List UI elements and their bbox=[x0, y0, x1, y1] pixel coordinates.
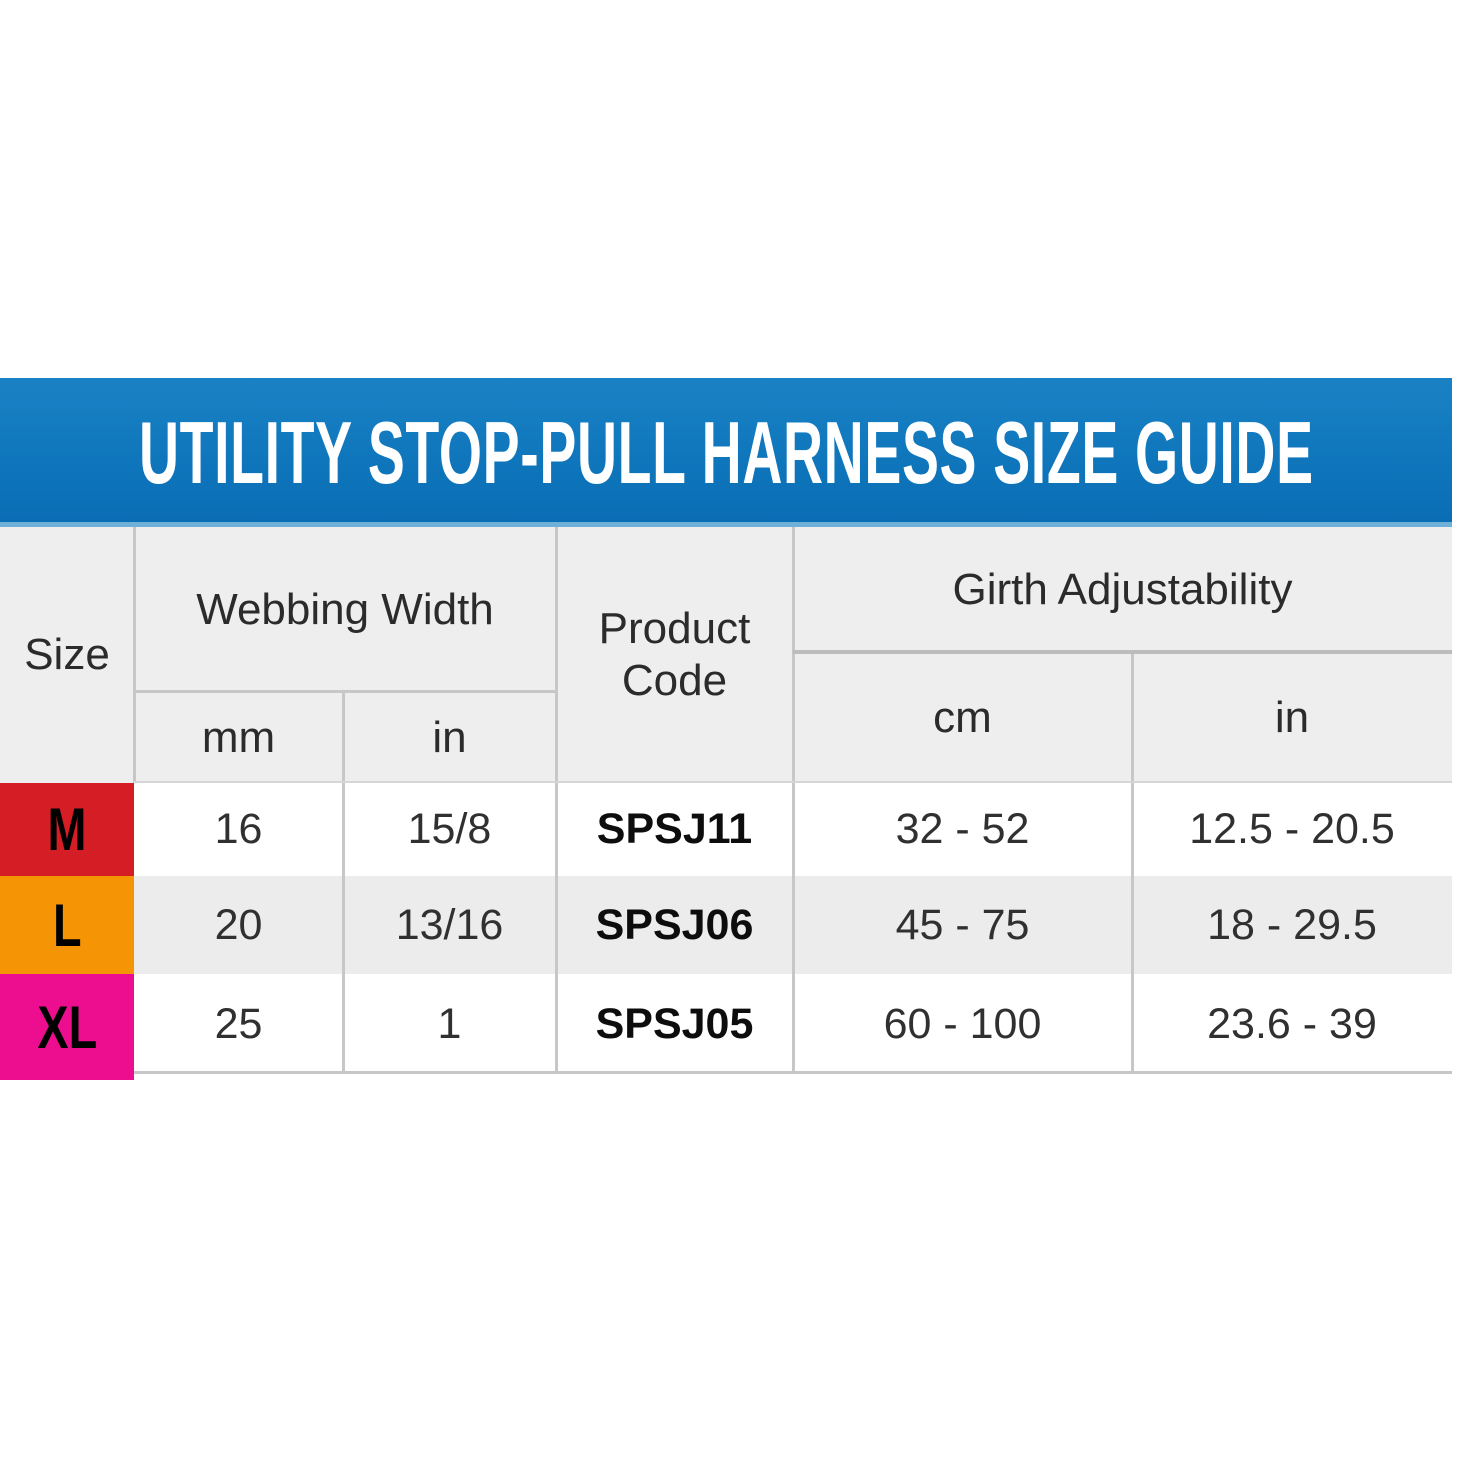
cell-m-girth-cm: 32 - 52 bbox=[895, 805, 1030, 853]
cell-l-webbing-mm: 20 bbox=[214, 900, 263, 949]
grid-line-header-bottom bbox=[134, 781, 1452, 783]
grid-line-webbing-divider bbox=[134, 690, 556, 693]
page-title: UTILITY STOP-PULL HARNESS SIZE GUIDE bbox=[138, 402, 1314, 502]
column-header-webbing-in: in bbox=[432, 712, 467, 762]
column-header-girth-cm: cm bbox=[933, 693, 992, 743]
column-header-webbing-mm: mm bbox=[201, 712, 276, 762]
cell-m-webbing-in: 15/8 bbox=[407, 805, 492, 853]
size-label-m: M bbox=[47, 796, 87, 863]
cell-xl-girth-cm: 60 - 100 bbox=[883, 999, 1042, 1048]
grid-line-table-bottom bbox=[134, 1071, 1452, 1074]
grid-line-vertical-in-product bbox=[555, 527, 558, 1074]
table-header-background bbox=[0, 527, 1452, 783]
cell-l-girth-cm: 45 - 75 bbox=[895, 900, 1030, 949]
cell-l-product-code: SPSJ06 bbox=[595, 900, 754, 949]
cell-l-girth-in: 18 - 29.5 bbox=[1207, 900, 1377, 949]
column-header-size: Size bbox=[24, 630, 110, 680]
column-header-product-code: Product Code bbox=[556, 527, 793, 783]
title-banner: UTILITY STOP-PULL HARNESS SIZE GUIDE bbox=[0, 378, 1452, 527]
size-cell-l: L bbox=[0, 876, 134, 974]
size-cell-xl: XL bbox=[0, 974, 134, 1080]
cell-xl-girth-in: 23.6 - 39 bbox=[1207, 999, 1377, 1048]
grid-line-girth-divider bbox=[793, 650, 1452, 654]
grid-line-vertical-cm-in bbox=[1131, 653, 1134, 1074]
cell-m-girth-in: 12.5 - 20.5 bbox=[1189, 805, 1395, 853]
column-header-girth-adjustability: Girth Adjustability bbox=[952, 565, 1293, 615]
size-cell-m: M bbox=[0, 783, 134, 876]
product-code-label: Product Code bbox=[598, 604, 751, 705]
cell-m-product-code: SPSJ11 bbox=[596, 805, 753, 853]
cell-l-webbing-in: 13/16 bbox=[395, 900, 504, 949]
cell-xl-webbing-in: 1 bbox=[437, 999, 462, 1048]
grid-line-vertical-size bbox=[133, 527, 136, 783]
cell-m-webbing-mm: 16 bbox=[214, 805, 263, 853]
column-header-girth-in: in bbox=[1274, 693, 1310, 743]
size-label-l: L bbox=[52, 891, 82, 959]
grid-line-vertical-product-girth bbox=[792, 527, 795, 1074]
cell-xl-product-code: SPSJ05 bbox=[595, 999, 754, 1048]
column-header-webbing-width: Webbing Width bbox=[196, 584, 494, 634]
size-label-xl: XL bbox=[37, 993, 97, 1061]
cell-xl-webbing-mm: 25 bbox=[214, 999, 263, 1048]
grid-line-vertical-mm-in bbox=[342, 692, 345, 1074]
